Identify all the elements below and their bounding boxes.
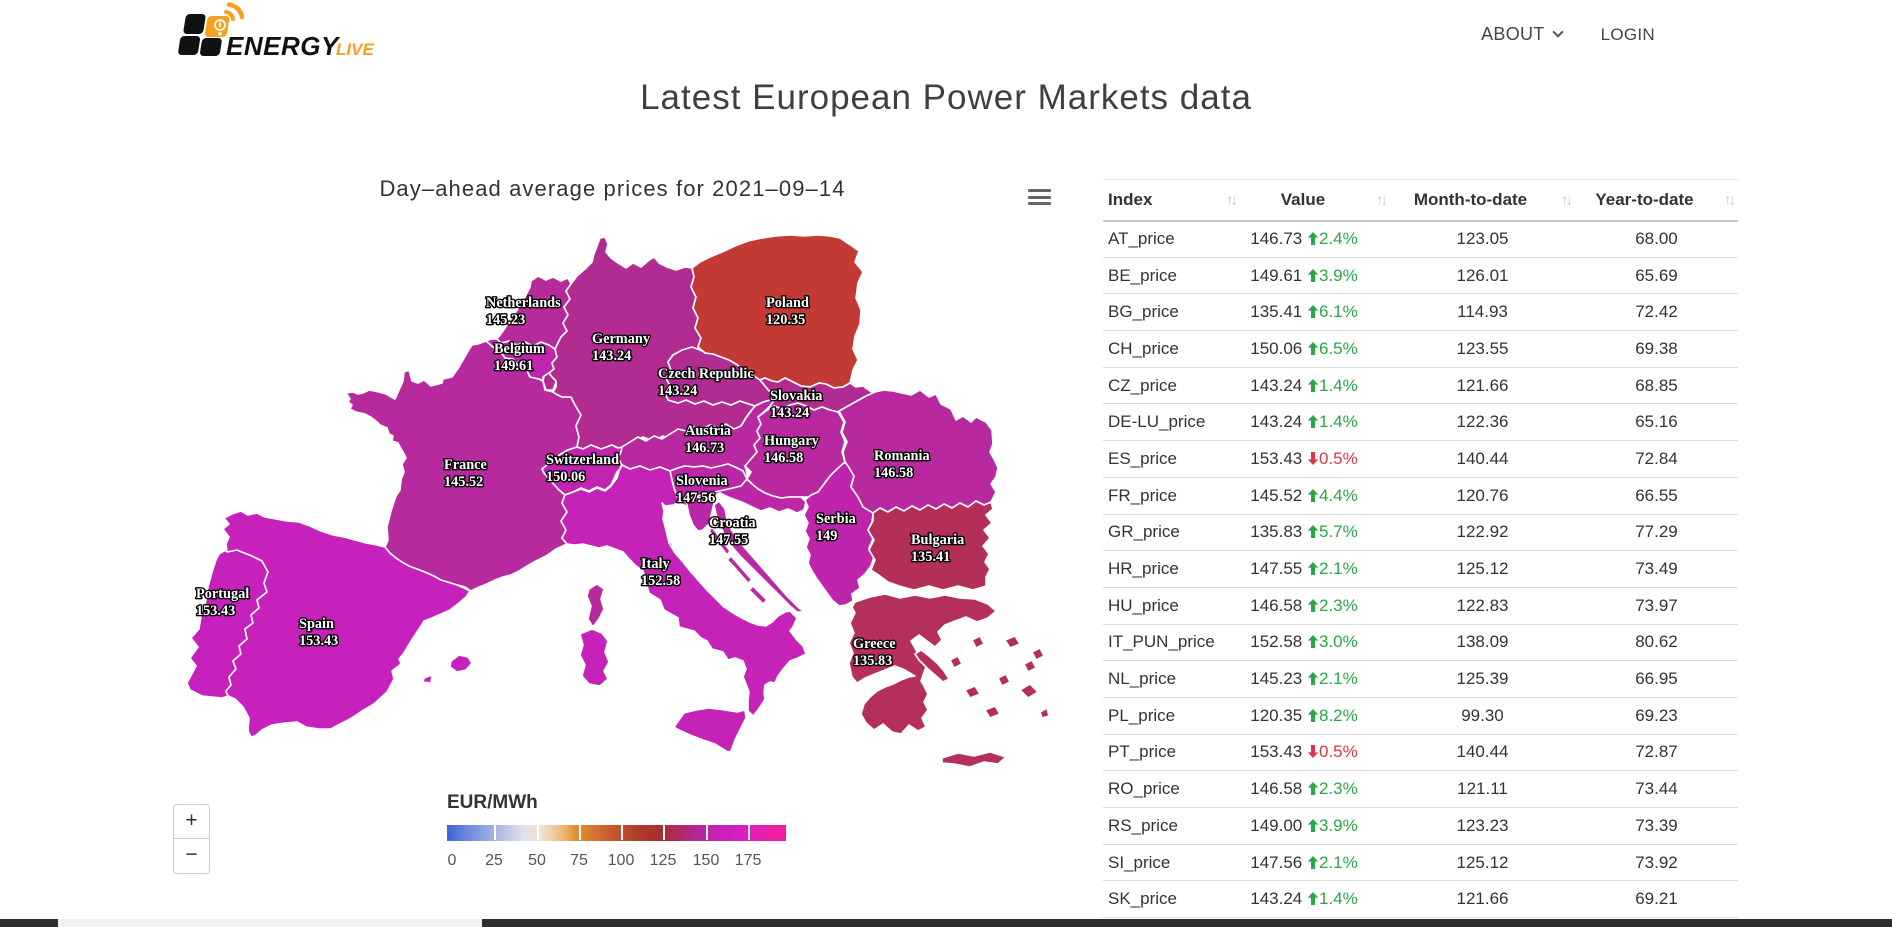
svg-text:ENERGY: ENERGY [226,31,341,58]
svg-text:LIVE: LIVE [336,40,374,58]
